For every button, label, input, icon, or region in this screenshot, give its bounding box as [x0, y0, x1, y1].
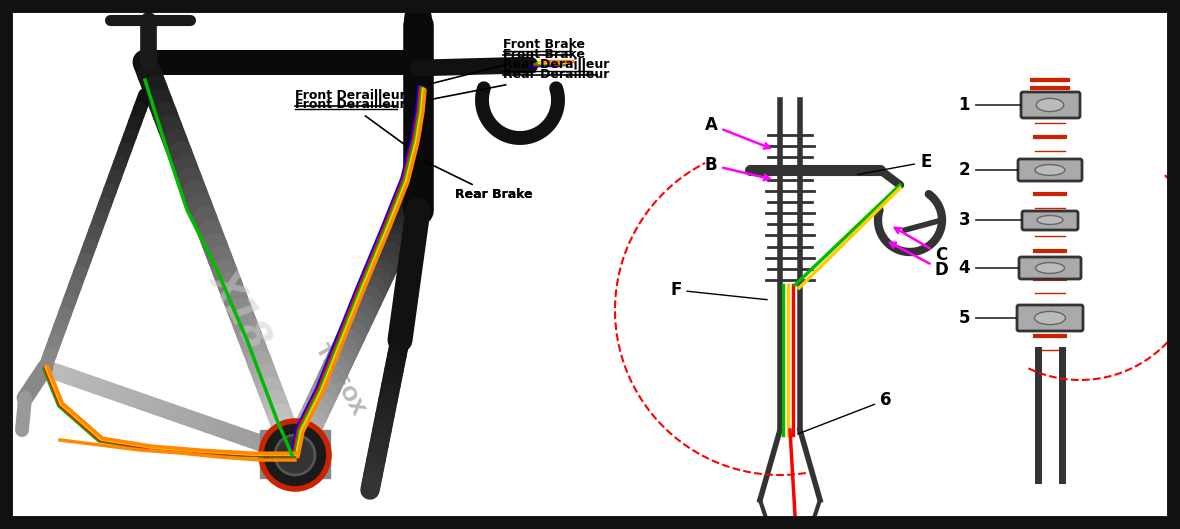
- Text: Rear Brake: Rear Brake: [455, 188, 532, 202]
- Text: 3: 3: [958, 211, 1021, 229]
- Text: C: C: [894, 228, 948, 264]
- Text: 2: 2: [958, 161, 1017, 179]
- Text: E: E: [858, 153, 931, 175]
- Ellipse shape: [1035, 312, 1066, 325]
- Ellipse shape: [1036, 262, 1064, 273]
- Ellipse shape: [1037, 215, 1063, 224]
- FancyBboxPatch shape: [1018, 159, 1082, 181]
- FancyBboxPatch shape: [1021, 92, 1080, 118]
- Text: Rear Derailleur: Rear Derailleur: [503, 58, 609, 71]
- FancyBboxPatch shape: [1022, 211, 1079, 230]
- Text: Front Derailleur: Front Derailleur: [295, 98, 406, 145]
- Text: Front Derailleur: Front Derailleur: [295, 89, 406, 102]
- FancyBboxPatch shape: [1020, 257, 1081, 279]
- Text: Front Brake: Front Brake: [503, 38, 585, 51]
- Circle shape: [275, 435, 315, 475]
- Text: X18: X18: [203, 264, 277, 356]
- Text: TRIFOX: TRIFOX: [312, 341, 368, 419]
- Bar: [260, 430, 330, 478]
- Text: A: A: [704, 116, 769, 149]
- Text: B: B: [704, 156, 769, 180]
- Text: Rear Derailleur: Rear Derailleur: [431, 68, 609, 99]
- Ellipse shape: [1036, 98, 1063, 112]
- Circle shape: [261, 421, 329, 489]
- Text: F: F: [670, 281, 767, 300]
- Text: Front Brake: Front Brake: [428, 49, 585, 84]
- Text: 4: 4: [958, 259, 1018, 277]
- Ellipse shape: [1035, 165, 1066, 176]
- Text: D: D: [890, 243, 949, 279]
- FancyBboxPatch shape: [1017, 305, 1083, 331]
- Text: 6: 6: [798, 391, 892, 434]
- Text: 5: 5: [958, 309, 1016, 327]
- Text: 1: 1: [958, 96, 1021, 114]
- Text: Rear Brake: Rear Brake: [425, 161, 532, 202]
